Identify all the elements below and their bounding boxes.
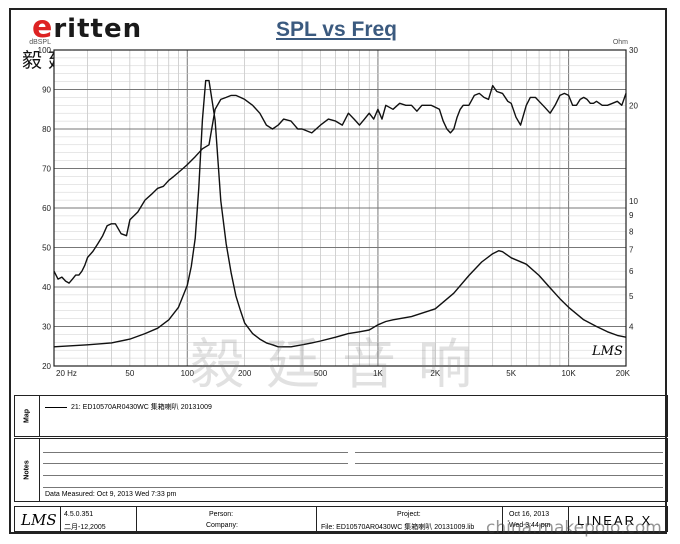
- spl-curve: [53, 84, 627, 284]
- notes-label-cell: Notes: [15, 439, 40, 501]
- y-axis-label-left: dBSPL: [29, 39, 51, 46]
- y-tick-label-left: 90: [42, 86, 51, 95]
- footer-version-cell: 4.5.0.351 二月-12,2005: [61, 507, 137, 533]
- legend-swatch: [45, 406, 67, 408]
- x-tick-label: 5K: [506, 369, 516, 378]
- curves: [53, 79, 627, 348]
- date-measured: Data Measured: Oct 9, 2013 Wed 7:33 pm: [45, 491, 177, 498]
- x-tick-label: 1K: [373, 369, 383, 378]
- note-line: [43, 475, 663, 476]
- grid: [53, 49, 627, 367]
- note-line: [43, 487, 663, 488]
- y-tick-label-right: 9: [629, 211, 634, 220]
- version-number: 4.5.0.351: [64, 511, 94, 518]
- project-label: Project:: [397, 511, 421, 518]
- y-tick-label-right: 4: [629, 323, 634, 332]
- footer-date: Oct 16, 2013: [509, 511, 550, 518]
- linearx-logo: LINEAR X: [577, 513, 653, 528]
- watermark-text: 毅廷音响: [190, 333, 494, 396]
- x-tick-label: 50: [125, 369, 134, 378]
- version-date: 二月-12,2005: [64, 524, 106, 531]
- note-line: [43, 463, 348, 464]
- site-watermark: china.makepolo.com: [486, 518, 662, 538]
- x-tick-label: 500: [314, 369, 328, 378]
- y-axis-label-right: Ohm: [613, 39, 628, 46]
- y-tick-label-left: 60: [42, 204, 51, 213]
- x-tick-label: 200: [238, 369, 252, 378]
- y-tick-label-left: 80: [42, 125, 51, 134]
- y-tick-label-left: 70: [42, 165, 51, 174]
- note-line: [355, 452, 663, 453]
- y-tick-label-right: 7: [629, 246, 634, 255]
- map-panel: Map 21: ED10570AR0430WC 集箱喇叭 20131009: [14, 395, 668, 437]
- y-tick-label-right: 8: [629, 227, 634, 236]
- notes-panel: Notes Data Measured: Oct 9, 2013 Wed 7:3…: [14, 438, 668, 502]
- y-tick-label-left: 40: [42, 283, 51, 292]
- footer-time: Wed 3:44 pm: [509, 522, 551, 529]
- x-tick-label: 10K: [561, 369, 576, 378]
- footer-bar: LMS 4.5.0.351 二月-12,2005 Person: Company…: [14, 506, 669, 533]
- person-label: Person:: [209, 511, 234, 518]
- y-tick-label-left: 50: [42, 244, 51, 253]
- footer-logo-cell: LMS: [15, 507, 61, 533]
- note-line: [43, 452, 348, 453]
- y-tick-label-left: 100: [38, 46, 52, 55]
- footer-project-cell: Project: File: ED10570AR0430WC 集箱喇叭 2013…: [317, 507, 503, 533]
- y-tick-label-right: 30: [629, 46, 638, 55]
- y-tick-label-left: 30: [42, 323, 51, 332]
- footer-brand-cell: LINEAR X: [569, 507, 669, 533]
- x-tick-label: 100: [181, 369, 195, 378]
- x-tick-label: 20K: [616, 369, 631, 378]
- brand-logo: eritten: [32, 10, 143, 45]
- x-tick-label: 20 Hz: [56, 369, 77, 378]
- impedance-curve: [53, 79, 627, 348]
- footer-person-cell: Person: Company:: [137, 507, 317, 533]
- axis-labels: 20 Hz 50 100 200 500 1K 2K 5K 10K 20K 20 30 40 50 60 70…: [29, 39, 638, 378]
- company-label: Company:: [206, 522, 238, 529]
- y-tick-label-right: 20: [629, 102, 638, 111]
- chart-lms-logo: LMS: [592, 344, 623, 359]
- x-tick-label: 2K: [430, 369, 440, 378]
- footer-date-cell: Oct 16, 2013 Wed 3:44 pm: [503, 507, 569, 533]
- file-label: File: ED10570AR0430WC 集箱喇叭 20131009.lib: [321, 524, 475, 531]
- plot-border: [53, 49, 627, 367]
- footer-lms-logo: LMS: [21, 511, 57, 529]
- y-tick-label-right: 10: [629, 197, 638, 206]
- chart-frame: [9, 8, 667, 534]
- legend-entry: 21: ED10570AR0430WC 集箱喇叭 20131009: [45, 402, 212, 412]
- y-tick-label-right: 6: [629, 267, 634, 276]
- y-tick-label-right: 5: [629, 292, 634, 301]
- chart-title: SPL vs Freq: [276, 18, 397, 41]
- y-tick-label-left: 20: [42, 362, 51, 371]
- map-label-cell: Map: [15, 396, 40, 436]
- note-line: [355, 463, 663, 464]
